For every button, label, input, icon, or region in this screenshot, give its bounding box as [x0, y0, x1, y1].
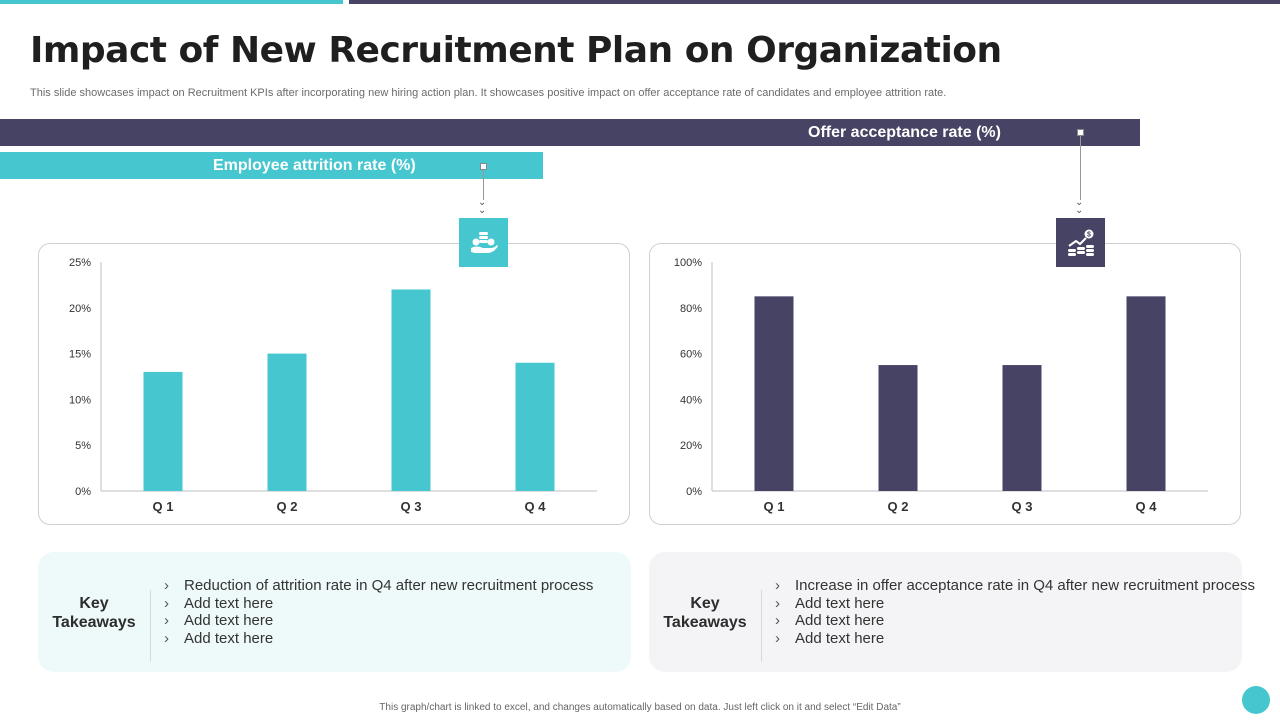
list-item-text: Add text here — [184, 612, 274, 630]
chevron-right-icon: › — [164, 594, 169, 612]
key-takeaways-label: Key Takeaways — [38, 594, 150, 632]
attrition-y-tick-label: 5% — [75, 440, 91, 452]
offer-y-tick-label: 0% — [686, 486, 702, 498]
svg-text:$: $ — [1087, 231, 1091, 238]
attrition-connector-line — [483, 170, 484, 200]
key-takeaways-offer: Key Takeaways › Increase in offer accepta… — [649, 552, 1255, 672]
key-takeaways-label-line2: Takeaways — [52, 614, 136, 631]
key-takeaways-list: › Reduction of attrition rate in Q4 after… — [164, 577, 593, 648]
attrition-chevron-down-icon: ⌄ ⌄ — [478, 197, 487, 216]
attrition-bar — [267, 353, 307, 491]
chevron-right-icon: › — [775, 577, 780, 594]
chevron-right-icon: › — [164, 577, 169, 594]
page-title: Impact of New Recruitment Plan on Organi… — [30, 30, 1002, 71]
key-takeaways-label-line1: Key — [690, 595, 720, 612]
chevron-right-icon: › — [164, 630, 169, 648]
key-takeaways-divider — [150, 590, 151, 662]
attrition-x-tick-label: Q 2 — [277, 499, 298, 514]
list-item-text: Add text here — [184, 594, 274, 612]
attrition-chart: 0% 5% 10% 15% 20% 25% Q 1 Q 2 Q 3 Q 4 — [38, 243, 630, 525]
attrition-band-label: Employee attrition rate (%) — [213, 157, 416, 174]
offer-bar — [754, 296, 794, 491]
attrition-y-tick-label: 10% — [69, 394, 91, 406]
offer-y-tick-label: 20% — [680, 440, 702, 452]
page-subtitle: This slide showcases impact on Recruitme… — [30, 87, 947, 99]
list-item-text: Increase in offer acceptance rate in Q4 … — [795, 577, 1255, 594]
top-accent-bar-teal — [0, 0, 343, 4]
footnote: This graph/chart is linked to excel, and… — [379, 702, 901, 713]
attrition-y-tick-label: 0% — [75, 486, 91, 498]
attrition-x-tick-label: Q 3 — [401, 499, 422, 514]
offer-connector-line — [1080, 136, 1081, 200]
key-takeaways-list: › Increase in offer acceptance rate in Q4… — [775, 577, 1255, 648]
list-item: › Add text here — [164, 612, 593, 630]
list-item: › Reduction of attrition rate in Q4 after… — [164, 577, 593, 595]
key-takeaways-label: Key Takeaways — [649, 594, 761, 632]
offer-acceptance-band: Offer acceptance rate (%) — [0, 119, 1140, 146]
attrition-bar — [515, 362, 555, 491]
chevron-right-icon: › — [164, 612, 169, 630]
chevron-right-icon: › — [775, 594, 780, 612]
chevron-right-icon: › — [775, 612, 780, 630]
offer-chevron-down-icon: ⌄ ⌄ — [1075, 197, 1084, 216]
corner-decoration — [1242, 686, 1270, 714]
list-item-text: Add text here — [795, 594, 885, 612]
attrition-x-tick-label: Q 4 — [525, 499, 547, 514]
list-item: › Add text here — [164, 595, 593, 613]
offer-x-tick-label: Q 1 — [764, 499, 785, 514]
offer-y-tick-label: 60% — [680, 349, 702, 361]
list-item: › Increase in offer acceptance rate in Q4… — [775, 577, 1255, 595]
offer-x-tick-label: Q 2 — [888, 499, 909, 514]
attrition-y-tick-label: 25% — [69, 257, 91, 269]
growth-coins-icon: $ — [1056, 218, 1105, 267]
list-item: › Add text here — [164, 630, 593, 648]
attrition-connector-dot — [480, 163, 487, 170]
list-item: › Add text here — [775, 595, 1255, 613]
attrition-bar — [143, 371, 183, 491]
attrition-x-tick-label: Q 1 — [153, 499, 174, 514]
offer-connector-dot — [1077, 129, 1084, 136]
offer-y-tick-label: 40% — [680, 394, 702, 406]
offer-bar — [1002, 365, 1042, 491]
key-takeaways-label-line2: Takeaways — [663, 614, 747, 631]
offer-x-tick-label: Q 4 — [1136, 499, 1158, 514]
attrition-band: Employee attrition rate (%) — [0, 152, 543, 179]
attrition-y-tick-label: 15% — [69, 349, 91, 361]
top-accent-bar-navy — [349, 0, 1280, 4]
offer-acceptance-chart: 0% 20% 40% 60% 80% 100% Q 1 Q 2 Q 3 Q 4 — [649, 243, 1241, 525]
list-item-text: Add text here — [795, 612, 885, 630]
offer-y-tick-label: 100% — [674, 257, 702, 269]
attrition-bar-chart-svg: 0% 5% 10% 15% 20% 25% Q 1 Q 2 Q 3 Q 4 — [69, 257, 597, 514]
offer-bar — [1126, 296, 1166, 491]
offer-x-tick-label: Q 3 — [1012, 499, 1033, 514]
key-takeaways-attrition: Key Takeaways › Reduction of attrition ra… — [38, 552, 631, 672]
offer-acceptance-band-label: Offer acceptance rate (%) — [808, 124, 1001, 141]
offer-bar — [878, 365, 918, 491]
hand-holding-coins-icon — [459, 218, 508, 267]
offer-acceptance-bar-chart-svg: 0% 20% 40% 60% 80% 100% Q 1 Q 2 Q 3 Q 4 — [674, 257, 1208, 514]
attrition-y-tick-label: 20% — [69, 303, 91, 315]
list-item: › Add text here — [775, 612, 1255, 630]
key-takeaways-divider — [761, 590, 762, 662]
key-takeaways-label-line1: Key — [79, 595, 109, 612]
offer-y-tick-label: 80% — [680, 303, 702, 315]
list-item-text: Add text here — [795, 630, 885, 648]
attrition-bar — [391, 289, 431, 491]
list-item-text: Add text here — [184, 630, 274, 648]
list-item-text: Reduction of attrition rate in Q4 after … — [184, 577, 594, 594]
chevron-right-icon: › — [775, 630, 780, 648]
list-item: › Add text here — [775, 630, 1255, 648]
